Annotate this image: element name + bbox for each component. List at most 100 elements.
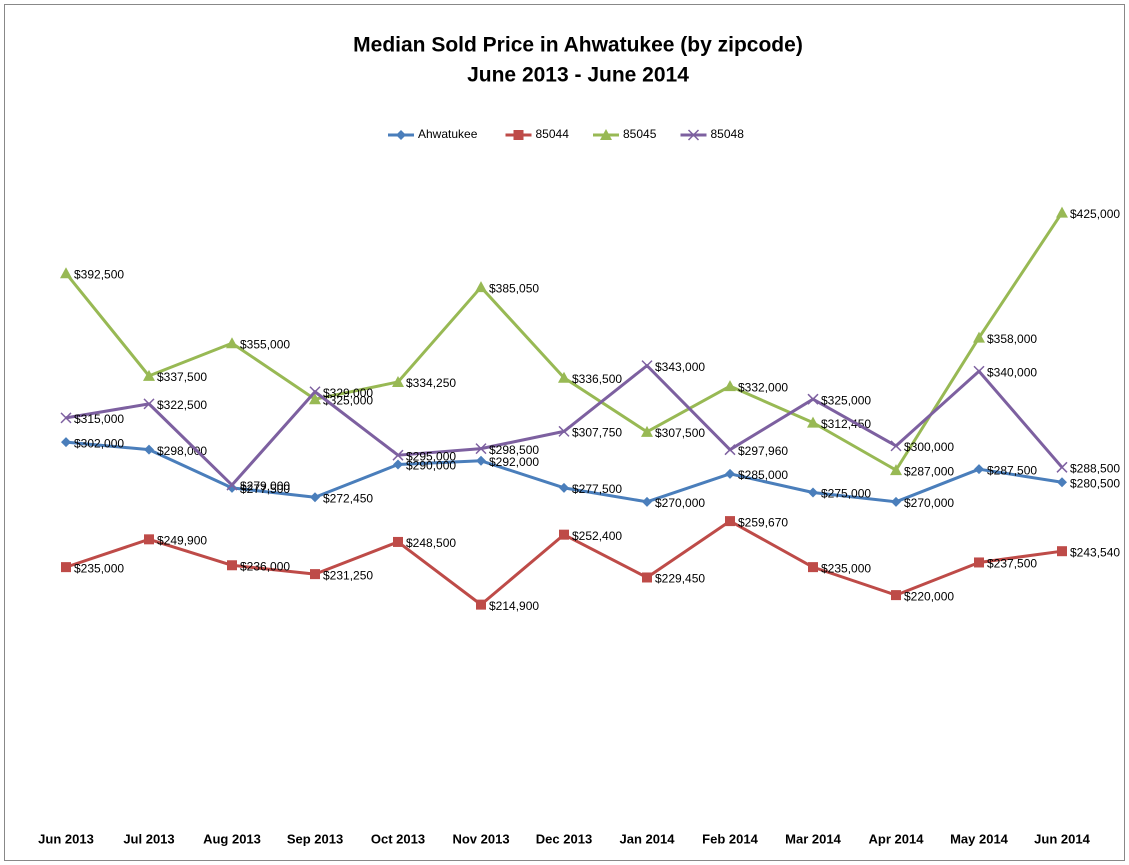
x-tick-label: Jan 2014 — [620, 831, 676, 846]
marker — [808, 562, 818, 573]
data-label: $302,000 — [74, 436, 124, 450]
marker — [310, 569, 320, 580]
marker — [475, 443, 487, 455]
marker — [642, 572, 652, 583]
marker — [558, 425, 570, 437]
marker — [143, 398, 155, 410]
marker — [61, 562, 71, 573]
data-label: $358,000 — [987, 332, 1037, 346]
marker — [226, 479, 238, 491]
marker — [973, 331, 985, 343]
marker — [476, 599, 486, 610]
data-label: $297,960 — [738, 444, 788, 458]
data-label: $425,000 — [1070, 207, 1120, 221]
legend-label: 85045 — [623, 127, 657, 141]
marker — [973, 365, 985, 377]
data-label: $315,000 — [74, 412, 124, 426]
data-label: $231,250 — [323, 568, 373, 582]
marker — [808, 487, 818, 498]
data-label: $307,750 — [572, 426, 622, 440]
data-label: $332,000 — [738, 380, 788, 394]
marker — [724, 444, 736, 456]
data-label: $270,000 — [904, 496, 954, 510]
marker — [890, 464, 902, 476]
marker — [974, 464, 984, 475]
data-label: $336,500 — [572, 372, 622, 386]
marker — [476, 455, 486, 466]
marker — [143, 369, 155, 381]
marker — [641, 425, 653, 437]
legend-label: 85044 — [536, 127, 570, 141]
data-label: $290,000 — [406, 459, 456, 473]
x-tick-label: Oct 2013 — [371, 831, 425, 846]
legend-label: Ahwatukee — [418, 127, 478, 141]
x-tick-label: Feb 2014 — [702, 831, 758, 846]
marker — [310, 492, 320, 503]
data-label: $280,500 — [1070, 476, 1120, 490]
data-label: $287,500 — [987, 463, 1037, 477]
data-label: $236,000 — [240, 559, 290, 573]
data-label: $325,000 — [323, 393, 373, 407]
marker — [600, 129, 612, 140]
marker — [227, 482, 237, 493]
marker — [807, 416, 819, 428]
marker — [725, 468, 735, 479]
marker — [309, 393, 321, 405]
data-label: $272,450 — [323, 491, 373, 505]
data-label: $322,500 — [157, 398, 207, 412]
data-label: $275,000 — [821, 487, 871, 501]
marker — [309, 386, 321, 398]
data-label: $298,500 — [489, 443, 539, 457]
x-tick-label: Jun 2013 — [38, 831, 94, 846]
marker — [559, 529, 569, 540]
data-label: $340,000 — [987, 365, 1037, 379]
marker — [1056, 461, 1068, 473]
data-label: $235,000 — [74, 561, 124, 575]
data-label: $243,540 — [1070, 545, 1120, 559]
marker — [558, 371, 570, 383]
marker — [227, 560, 237, 571]
data-label: $285,000 — [738, 468, 788, 482]
x-tick-label: Jun 2014 — [1034, 831, 1090, 846]
marker — [144, 534, 154, 545]
marker — [559, 482, 569, 493]
marker — [890, 440, 902, 452]
x-tick-label: Mar 2014 — [785, 831, 841, 846]
marker — [641, 360, 653, 372]
marker — [687, 129, 700, 141]
marker — [724, 380, 736, 392]
marker — [60, 267, 72, 279]
marker — [392, 449, 404, 461]
marker — [61, 437, 71, 448]
data-label: $288,500 — [1070, 461, 1120, 475]
x-tick-label: Nov 2013 — [452, 831, 509, 846]
data-label: $343,000 — [655, 360, 705, 374]
data-label: $392,500 — [74, 267, 124, 281]
data-label: $337,500 — [157, 370, 207, 384]
x-tick-label: Aug 2013 — [203, 831, 261, 846]
marker — [393, 536, 403, 547]
marker — [891, 590, 901, 601]
data-label: $235,000 — [821, 561, 871, 575]
data-label: $220,000 — [904, 589, 954, 603]
marker — [393, 459, 403, 470]
data-label: $277,500 — [240, 482, 290, 496]
data-label: $279,000 — [240, 479, 290, 493]
marker — [807, 393, 819, 405]
data-label: $237,500 — [987, 557, 1037, 571]
data-label: $229,450 — [655, 572, 705, 586]
marker — [513, 130, 524, 140]
marker — [1056, 206, 1068, 218]
data-label: $295,000 — [406, 449, 456, 463]
chart-title: Median Sold Price in Ahwatukee (by zipco… — [353, 34, 803, 57]
marker — [144, 444, 154, 455]
data-label: $307,500 — [655, 426, 705, 440]
data-label: $270,000 — [655, 496, 705, 510]
marker — [475, 281, 487, 293]
legend-label: 85048 — [711, 127, 745, 141]
x-tick-label: May 2014 — [950, 831, 1009, 846]
data-label: $329,000 — [323, 386, 373, 400]
chart-subtitle: June 2013 - June 2014 — [467, 64, 689, 87]
x-tick-label: Sep 2013 — [287, 831, 343, 846]
